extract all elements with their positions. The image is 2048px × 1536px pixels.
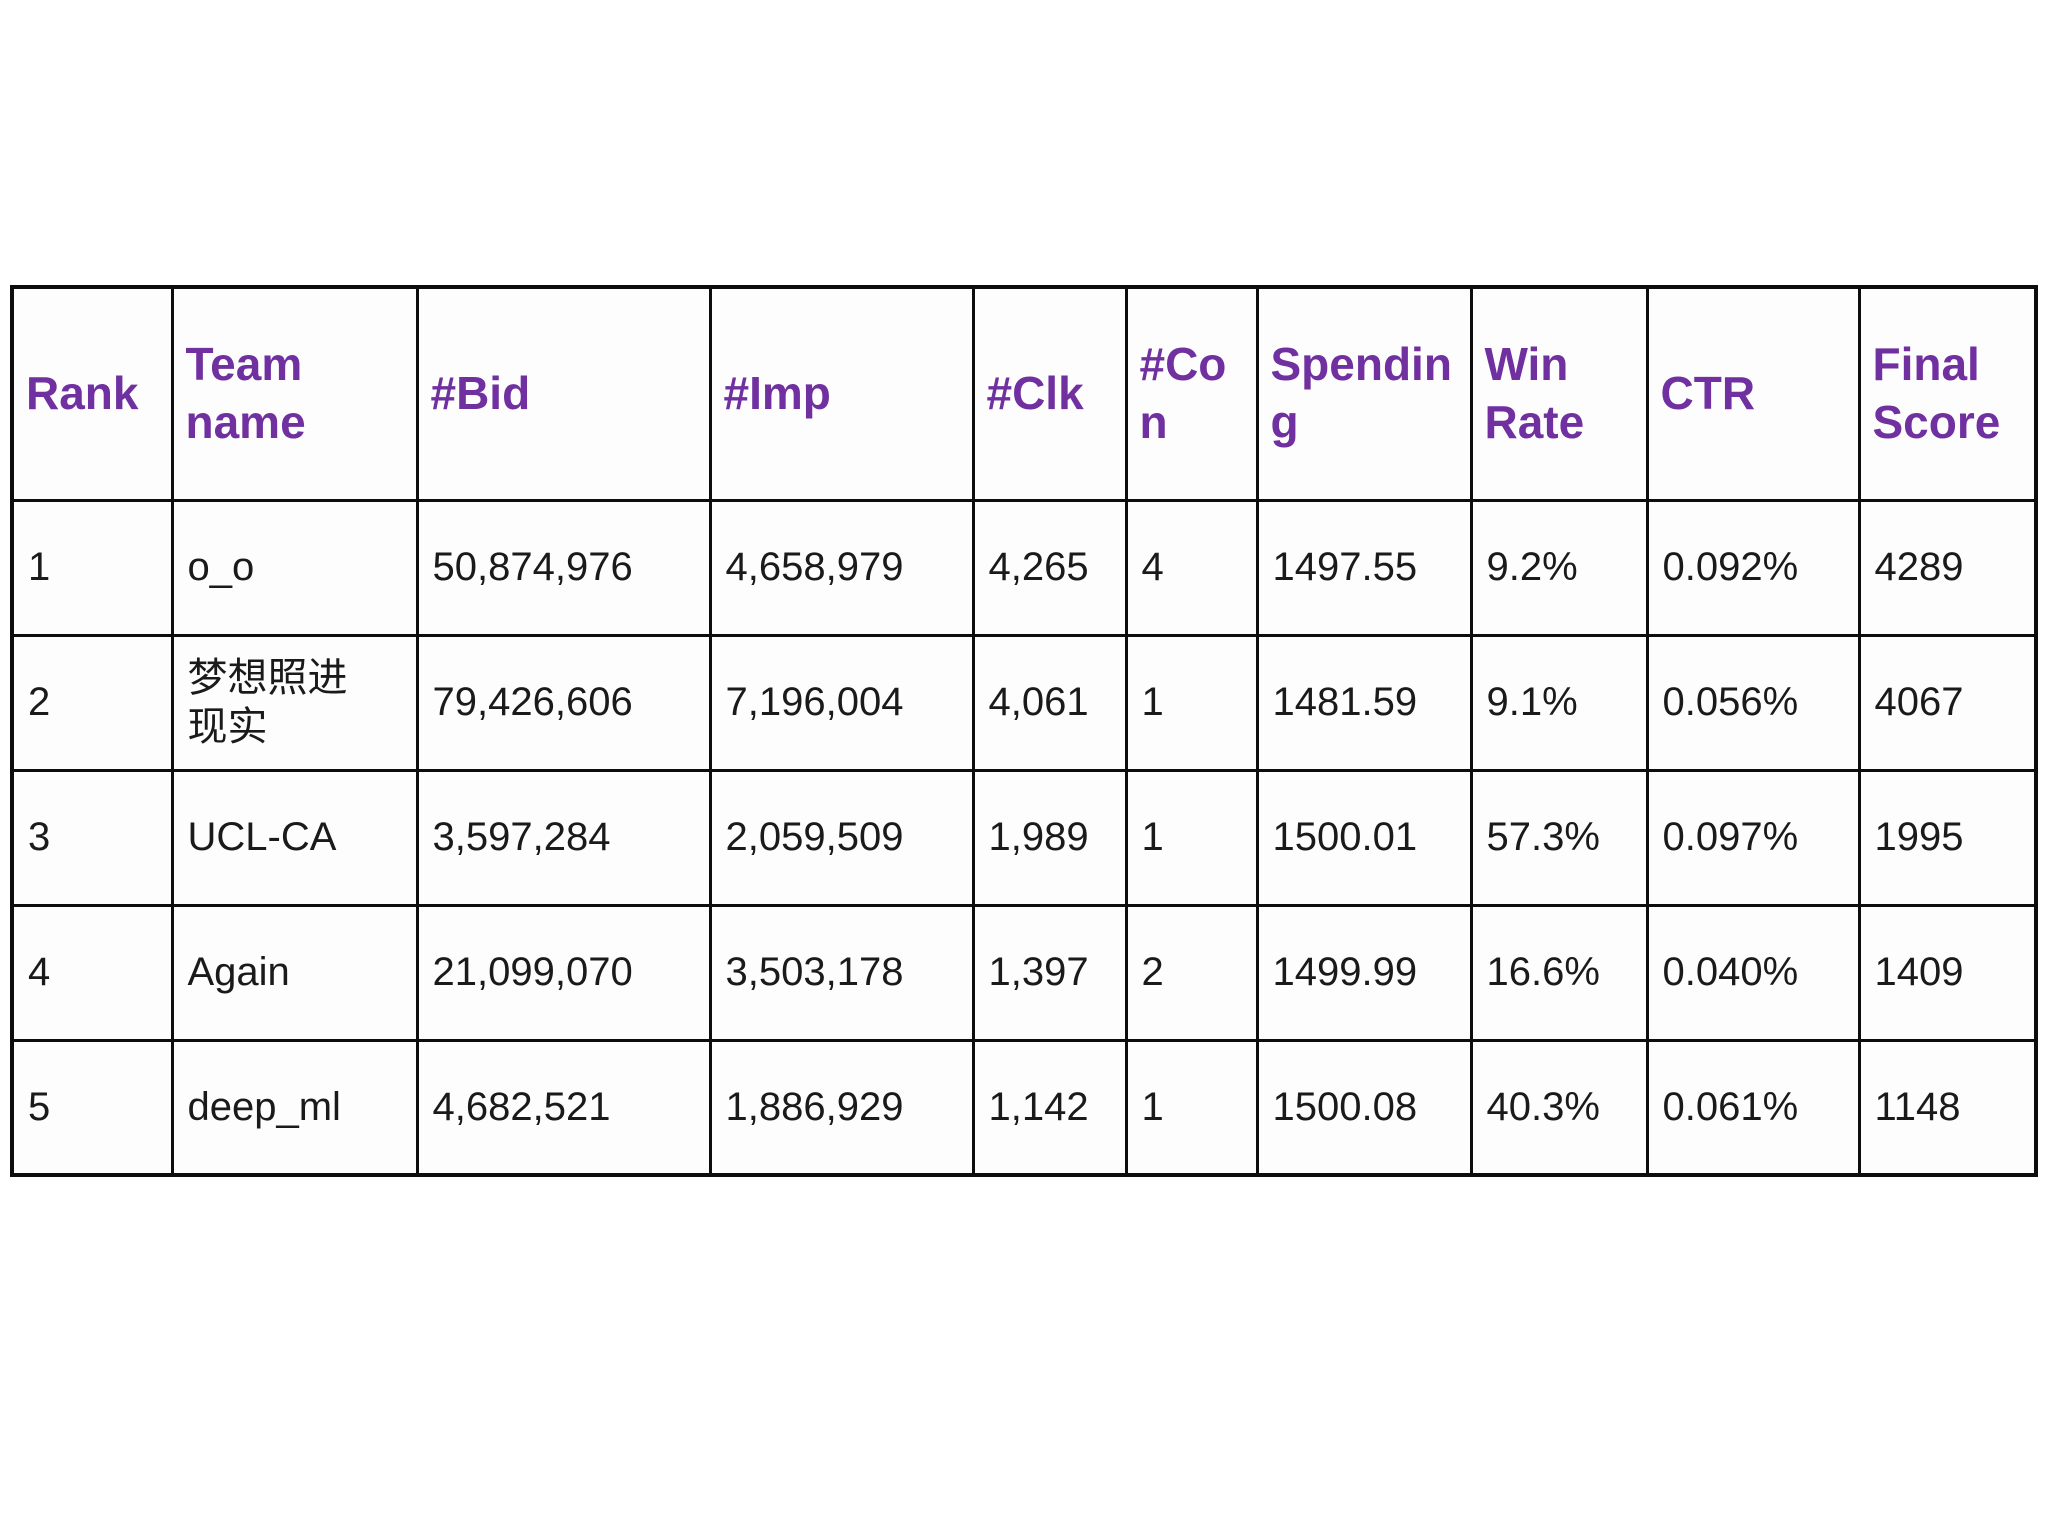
cell-imp: 3,503,178 xyxy=(708,903,975,1042)
cell-imp: 1,886,929 xyxy=(708,1038,975,1177)
cell-spending: 1499.99 xyxy=(1255,903,1473,1042)
cell-bid: 4,682,521 xyxy=(415,1038,712,1177)
cell-con: 1 xyxy=(1124,768,1259,907)
cell-team_name: deep_ml xyxy=(170,1038,419,1177)
cell-imp: 4,658,979 xyxy=(708,498,975,637)
cell-bid: 79,426,606 xyxy=(415,633,712,772)
column-header-win-rate: Win Rate xyxy=(1469,285,1649,502)
cell-team_name: 梦想照进现实 xyxy=(170,633,419,772)
column-header-rank: Rank xyxy=(10,285,174,502)
cell-spending: 1481.59 xyxy=(1255,633,1473,772)
cell-win_rate: 9.2% xyxy=(1469,498,1649,637)
table-row: 3 UCL-CA 3,597,284 2,059,509 1,989 1 1500.01 57… xyxy=(10,768,2038,907)
cell-imp: 7,196,004 xyxy=(708,633,975,772)
cell-ctr: 0.092% xyxy=(1645,498,1861,637)
cell-ctr: 0.040% xyxy=(1645,903,1861,1042)
cell-rank: 4 xyxy=(10,903,174,1042)
cell-con: 2 xyxy=(1124,903,1259,1042)
cell-team_name: UCL-CA xyxy=(170,768,419,907)
cell-rank: 1 xyxy=(10,498,174,637)
cell-team_name: Again xyxy=(170,903,419,1042)
table-row: 4 Again 21,099,070 3,503,178 1,397 2 1499.99 16… xyxy=(10,903,2038,1042)
column-header-final-score: Final Score xyxy=(1857,285,2038,502)
cell-imp: 2,059,509 xyxy=(708,768,975,907)
cell-clk: 4,061 xyxy=(971,633,1128,772)
table-row: 2 梦想照进现实 79,426,606 7,196,004 4,061 1 1481.59 9… xyxy=(10,633,2038,772)
cell-clk: 1,397 xyxy=(971,903,1128,1042)
leaderboard-table: Rank Team name #Bid #Imp #Clk #Con Spend… xyxy=(10,285,2038,1177)
header-row: Rank Team name #Bid #Imp #Clk #Con Spend… xyxy=(10,285,2038,502)
cell-rank: 3 xyxy=(10,768,174,907)
cell-final_score: 4067 xyxy=(1857,633,2038,772)
table-body: 1 o_o 50,874,976 4,658,979 4,265 4 1497.55 9.2%… xyxy=(10,498,2038,1177)
cell-final_score: 4289 xyxy=(1857,498,2038,637)
column-header-imp: #Imp xyxy=(708,285,975,502)
column-header-clk: #Clk xyxy=(971,285,1128,502)
cell-bid: 3,597,284 xyxy=(415,768,712,907)
cell-spending: 1500.08 xyxy=(1255,1038,1473,1177)
cell-bid: 50,874,976 xyxy=(415,498,712,637)
cell-clk: 4,265 xyxy=(971,498,1128,637)
cell-bid: 21,099,070 xyxy=(415,903,712,1042)
table-row: 1 o_o 50,874,976 4,658,979 4,265 4 1497.55 9.2%… xyxy=(10,498,2038,637)
cell-win_rate: 9.1% xyxy=(1469,633,1649,772)
cell-ctr: 0.061% xyxy=(1645,1038,1861,1177)
cell-team_name: o_o xyxy=(170,498,419,637)
table-row: 5 deep_ml 4,682,521 1,886,929 1,142 1 1500.08 4… xyxy=(10,1038,2038,1177)
cell-con: 4 xyxy=(1124,498,1259,637)
cell-win_rate: 40.3% xyxy=(1469,1038,1649,1177)
cell-con: 1 xyxy=(1124,1038,1259,1177)
column-header-bid: #Bid xyxy=(415,285,712,502)
cell-ctr: 0.056% xyxy=(1645,633,1861,772)
table-header: Rank Team name #Bid #Imp #Clk #Con Spend… xyxy=(10,285,2038,502)
cell-final_score: 1995 xyxy=(1857,768,2038,907)
cell-rank: 5 xyxy=(10,1038,174,1177)
cell-con: 1 xyxy=(1124,633,1259,772)
column-header-team-name: Team name xyxy=(170,285,419,502)
cell-ctr: 0.097% xyxy=(1645,768,1861,907)
cell-final_score: 1148 xyxy=(1857,1038,2038,1177)
cell-rank: 2 xyxy=(10,633,174,772)
column-header-spending: Spending xyxy=(1255,285,1473,502)
cell-win_rate: 16.6% xyxy=(1469,903,1649,1042)
cell-spending: 1500.01 xyxy=(1255,768,1473,907)
cell-final_score: 1409 xyxy=(1857,903,2038,1042)
cell-spending: 1497.55 xyxy=(1255,498,1473,637)
column-header-ctr: CTR xyxy=(1645,285,1861,502)
cell-win_rate: 57.3% xyxy=(1469,768,1649,907)
column-header-con: #Con xyxy=(1124,285,1259,502)
cell-clk: 1,989 xyxy=(971,768,1128,907)
cell-clk: 1,142 xyxy=(971,1038,1128,1177)
